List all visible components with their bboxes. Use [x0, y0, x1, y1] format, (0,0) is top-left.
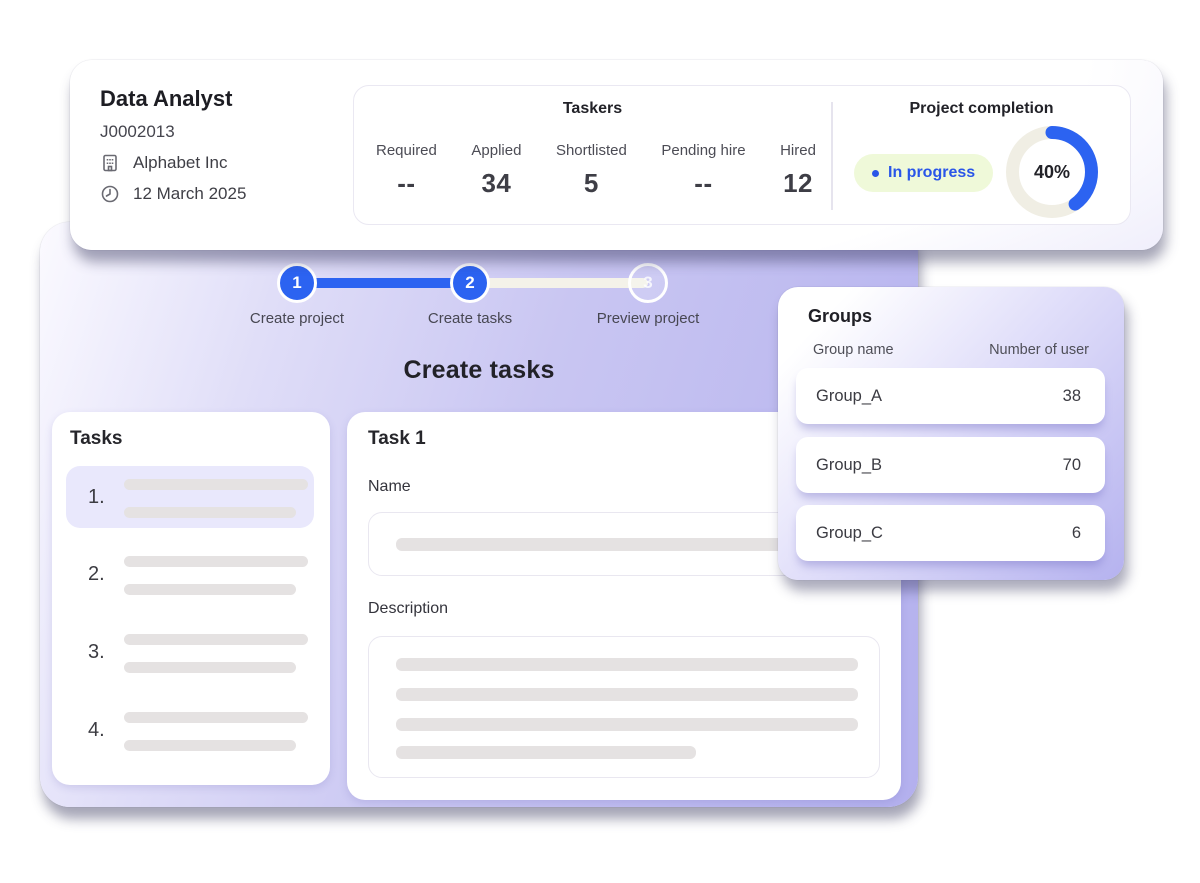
- group-count-column-header: Number of user: [989, 342, 1089, 358]
- stepper-connector-complete: [297, 278, 470, 288]
- group-user-count: 70: [1062, 455, 1081, 474]
- status-text: In progress: [888, 164, 976, 181]
- task-item-placeholder: [124, 477, 308, 518]
- stat-value: --: [694, 168, 713, 198]
- stat-label: Shortlisted: [555, 142, 627, 159]
- stat-label: Hired: [780, 142, 816, 159]
- groups-card: Groups Group name Number of user Group_A…: [778, 287, 1124, 580]
- step-2-number: 2: [465, 273, 475, 292]
- job-info-block: Data Analyst J0002013 Alphabet Inc 12 Ma…: [100, 86, 246, 204]
- placeholder-bar: [396, 538, 858, 551]
- group-user-count: 6: [1071, 523, 1081, 542]
- group-name: Group_A: [816, 386, 883, 405]
- company-name: Alphabet Inc: [133, 153, 228, 172]
- group-name: Group_B: [816, 455, 883, 474]
- placeholder-bar: [124, 506, 296, 518]
- building-icon: [103, 154, 117, 172]
- tasks-list-card: Tasks 1. 2. 3.: [52, 412, 330, 785]
- placeholder-bar: [124, 739, 296, 751]
- step-1-circle[interactable]: 1: [277, 263, 317, 303]
- stat-applied: Applied 34: [471, 142, 521, 199]
- taskers-stats: Required -- Applied 34 Shortlisted 5 Pen…: [376, 142, 816, 199]
- task-form-title: Task 1: [368, 428, 426, 449]
- clock-icon: [101, 185, 119, 203]
- tasks-card-title: Tasks: [70, 428, 123, 449]
- task-list-item-4[interactable]: 4.: [66, 699, 314, 761]
- placeholder-bar: [124, 583, 296, 595]
- stat-pending-hire: Pending hire --: [661, 142, 745, 199]
- step-2-circle[interactable]: 2: [450, 263, 490, 303]
- donut-progress-arc: [1006, 126, 1098, 218]
- task-description-input[interactable]: [368, 636, 880, 778]
- task-list-item-2[interactable]: 2.: [66, 543, 314, 605]
- task-item-placeholder: [124, 632, 308, 673]
- donut-percent-label: 40%: [1033, 161, 1071, 182]
- placeholder-bar: [124, 661, 296, 673]
- step-3-circle[interactable]: 3: [628, 263, 668, 303]
- job-stats-box: Taskers Required -- Applied 34 Shortlist…: [353, 85, 1131, 225]
- placeholder-bar: [396, 688, 858, 701]
- task-item-number: 4.: [88, 718, 105, 741]
- task-list-item-3[interactable]: 3.: [66, 621, 314, 683]
- placeholder-bar: [124, 711, 308, 723]
- taskers-title: Taskers: [562, 100, 623, 117]
- name-field-label: Name: [368, 478, 411, 495]
- step-3-number: 3: [643, 273, 653, 292]
- stat-value: 5: [583, 168, 599, 198]
- task-item-number: 3.: [88, 640, 105, 663]
- placeholder-bar: [124, 633, 308, 645]
- groups-title: Groups: [808, 306, 873, 326]
- step-2-label: Create tasks: [427, 310, 513, 327]
- stat-label: Required: [376, 142, 437, 159]
- group-row-b[interactable]: Group_B 70: [796, 437, 1105, 493]
- step-1-number: 1: [292, 273, 302, 292]
- task-list-item-1[interactable]: 1.: [66, 466, 314, 528]
- stat-value: --: [397, 168, 416, 198]
- task-item-number: 2.: [88, 562, 105, 585]
- step-1-label: Create project: [249, 310, 345, 327]
- stat-label: Pending hire: [661, 142, 746, 159]
- group-row-a[interactable]: Group_A 38: [796, 368, 1105, 424]
- status-badge: In progress: [854, 154, 994, 192]
- job-id: J0002013: [100, 122, 175, 141]
- stat-hired: Hired 12: [780, 142, 816, 199]
- date-row: 12 March 2025: [100, 184, 246, 204]
- stat-label: Applied: [471, 142, 522, 159]
- status-dot-icon: [872, 169, 879, 177]
- placeholder-bar: [396, 658, 858, 671]
- placeholder-bar: [396, 718, 858, 731]
- description-field-label: Description: [368, 600, 449, 617]
- placeholder-bar: [396, 746, 696, 759]
- job-summary-card: Data Analyst J0002013 Alphabet Inc 12 Ma…: [70, 60, 1163, 250]
- group-name: Group_C: [816, 523, 883, 542]
- group-name-column-header: Group name: [813, 342, 894, 358]
- stat-value: 12: [783, 168, 813, 198]
- placeholder-bar: [124, 555, 308, 567]
- company-row: Alphabet Inc: [100, 153, 246, 173]
- groups-column-headers: Group name Number of user: [813, 342, 1089, 358]
- donut-svg: [1006, 126, 1098, 218]
- job-title: Data Analyst: [100, 86, 233, 111]
- group-user-count: 38: [1062, 386, 1081, 405]
- stat-shortlisted: Shortlisted 5: [556, 142, 627, 199]
- task-item-placeholder: [124, 710, 308, 751]
- step-3-label: Preview project: [596, 310, 700, 327]
- stat-required: Required --: [376, 142, 437, 199]
- stats-divider: [831, 102, 833, 210]
- task-item-placeholder: [124, 554, 308, 595]
- project-completion-title: Project completion: [909, 100, 1054, 117]
- stat-value: 34: [481, 168, 512, 198]
- placeholder-bar: [124, 478, 308, 490]
- group-row-c[interactable]: Group_C 6: [796, 505, 1105, 561]
- completion-donut-chart: 40%: [1006, 126, 1098, 218]
- task-item-number: 1.: [88, 485, 105, 508]
- page-title: Create tasks: [403, 356, 555, 384]
- stepper-connector-upcoming: [470, 278, 648, 288]
- job-date: 12 March 2025: [133, 184, 247, 203]
